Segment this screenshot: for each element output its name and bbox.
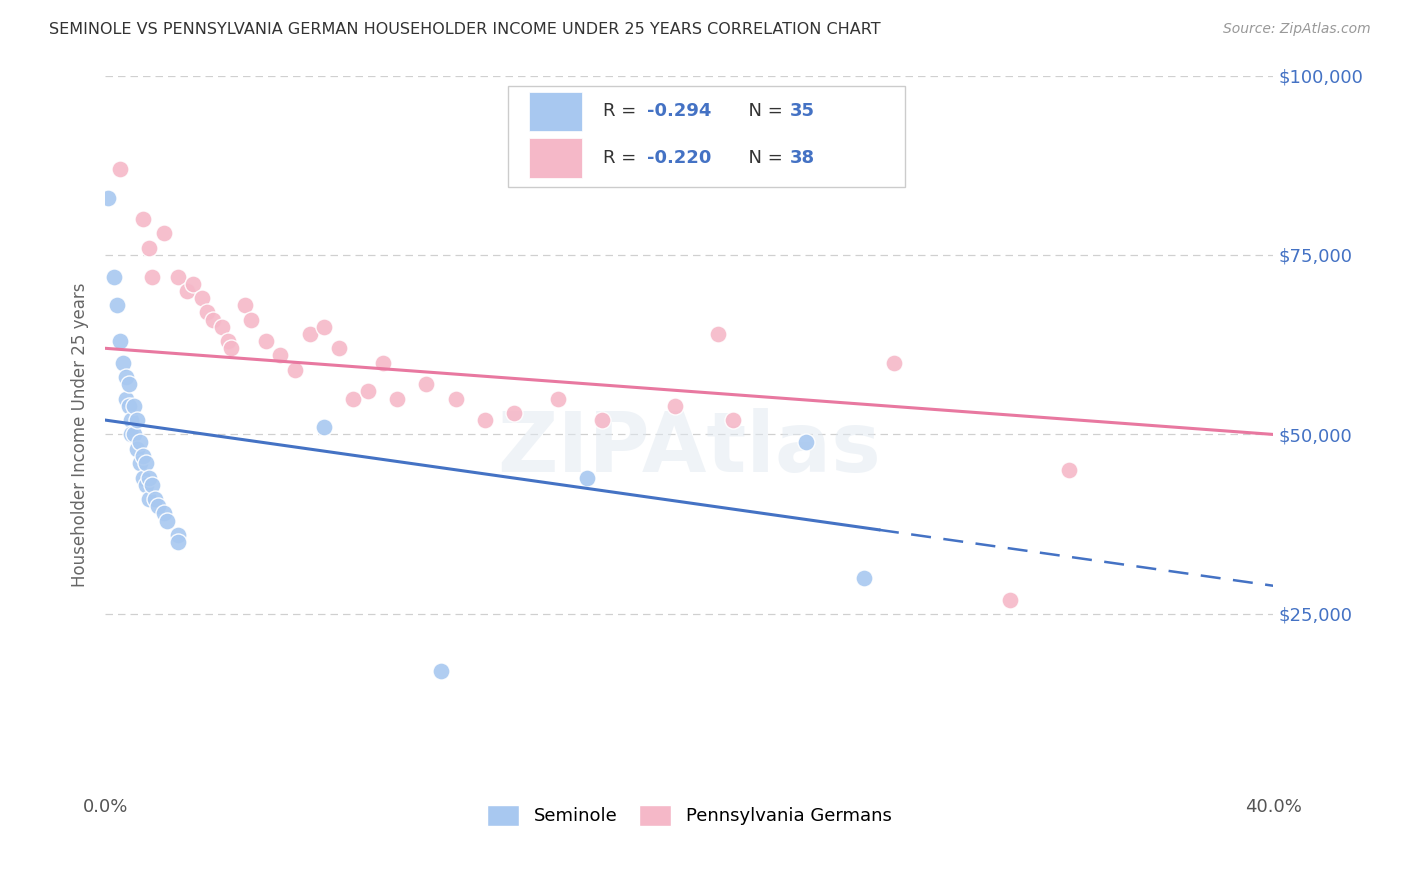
Point — [108, 334, 131, 348]
Text: R =: R = — [603, 103, 641, 120]
Point — [328, 341, 350, 355]
Point — [342, 392, 364, 406]
Point — [197, 305, 219, 319]
Point — [853, 571, 876, 585]
Point — [240, 312, 263, 326]
Text: N =: N = — [737, 103, 789, 120]
Text: R =: R = — [603, 149, 641, 167]
Point — [664, 399, 686, 413]
Text: Source: ZipAtlas.com: Source: ZipAtlas.com — [1223, 22, 1371, 37]
Point — [707, 326, 730, 341]
Point — [357, 384, 380, 399]
Point — [132, 212, 155, 227]
Text: 38: 38 — [790, 149, 814, 167]
Point — [415, 377, 437, 392]
Point — [146, 500, 169, 514]
Point — [591, 413, 613, 427]
Point — [141, 477, 163, 491]
Y-axis label: Householder Income Under 25 years: Householder Income Under 25 years — [72, 282, 89, 587]
Point — [132, 449, 155, 463]
Point — [114, 370, 136, 384]
Point — [132, 470, 155, 484]
Point — [114, 392, 136, 406]
Point — [202, 312, 225, 326]
Point — [219, 341, 242, 355]
Point — [298, 326, 321, 341]
Point — [883, 356, 905, 370]
Point — [103, 269, 125, 284]
FancyBboxPatch shape — [529, 138, 582, 178]
Point — [575, 470, 598, 484]
Point — [190, 291, 212, 305]
Point — [430, 665, 453, 679]
Text: -0.220: -0.220 — [647, 149, 711, 167]
Point — [121, 413, 143, 427]
Point — [217, 334, 239, 348]
Point — [117, 377, 139, 392]
Point — [135, 456, 157, 470]
Point — [111, 356, 134, 370]
Point — [181, 277, 204, 291]
Point — [138, 470, 160, 484]
Text: 35: 35 — [790, 103, 814, 120]
Point — [108, 161, 131, 176]
Point — [1057, 463, 1080, 477]
Point — [138, 241, 160, 255]
Point — [1000, 592, 1022, 607]
Point — [135, 477, 157, 491]
Point — [387, 392, 409, 406]
Point — [314, 420, 336, 434]
Text: ZIPAtlas: ZIPAtlas — [498, 409, 882, 490]
Point — [721, 413, 744, 427]
Point — [97, 190, 120, 204]
Point — [124, 427, 146, 442]
Point — [152, 227, 174, 241]
Text: -0.294: -0.294 — [647, 103, 711, 120]
Point — [124, 399, 146, 413]
Point — [141, 269, 163, 284]
Point — [235, 298, 257, 312]
Point — [503, 406, 526, 420]
Point — [284, 363, 307, 377]
Point — [474, 413, 496, 427]
FancyBboxPatch shape — [508, 87, 905, 186]
Point — [129, 456, 152, 470]
Point — [547, 392, 569, 406]
Point — [167, 269, 190, 284]
Point — [127, 413, 149, 427]
Point — [105, 298, 128, 312]
Point — [155, 514, 177, 528]
Text: SEMINOLE VS PENNSYLVANIA GERMAN HOUSEHOLDER INCOME UNDER 25 YEARS CORRELATION CH: SEMINOLE VS PENNSYLVANIA GERMAN HOUSEHOL… — [49, 22, 880, 37]
Point — [127, 442, 149, 456]
Point — [794, 434, 817, 449]
Legend: Seminole, Pennsylvania Germans: Seminole, Pennsylvania Germans — [478, 796, 901, 835]
Point — [129, 434, 152, 449]
Point — [138, 491, 160, 506]
Point — [444, 392, 467, 406]
Point — [371, 356, 394, 370]
FancyBboxPatch shape — [529, 92, 582, 131]
Point — [269, 349, 291, 363]
Point — [143, 491, 166, 506]
Point — [167, 528, 190, 542]
Point — [254, 334, 277, 348]
Text: N =: N = — [737, 149, 789, 167]
Point — [117, 399, 139, 413]
Point — [314, 319, 336, 334]
Point — [152, 507, 174, 521]
Point — [176, 284, 198, 298]
Point — [167, 535, 190, 549]
Point — [211, 319, 233, 334]
Point — [121, 427, 143, 442]
